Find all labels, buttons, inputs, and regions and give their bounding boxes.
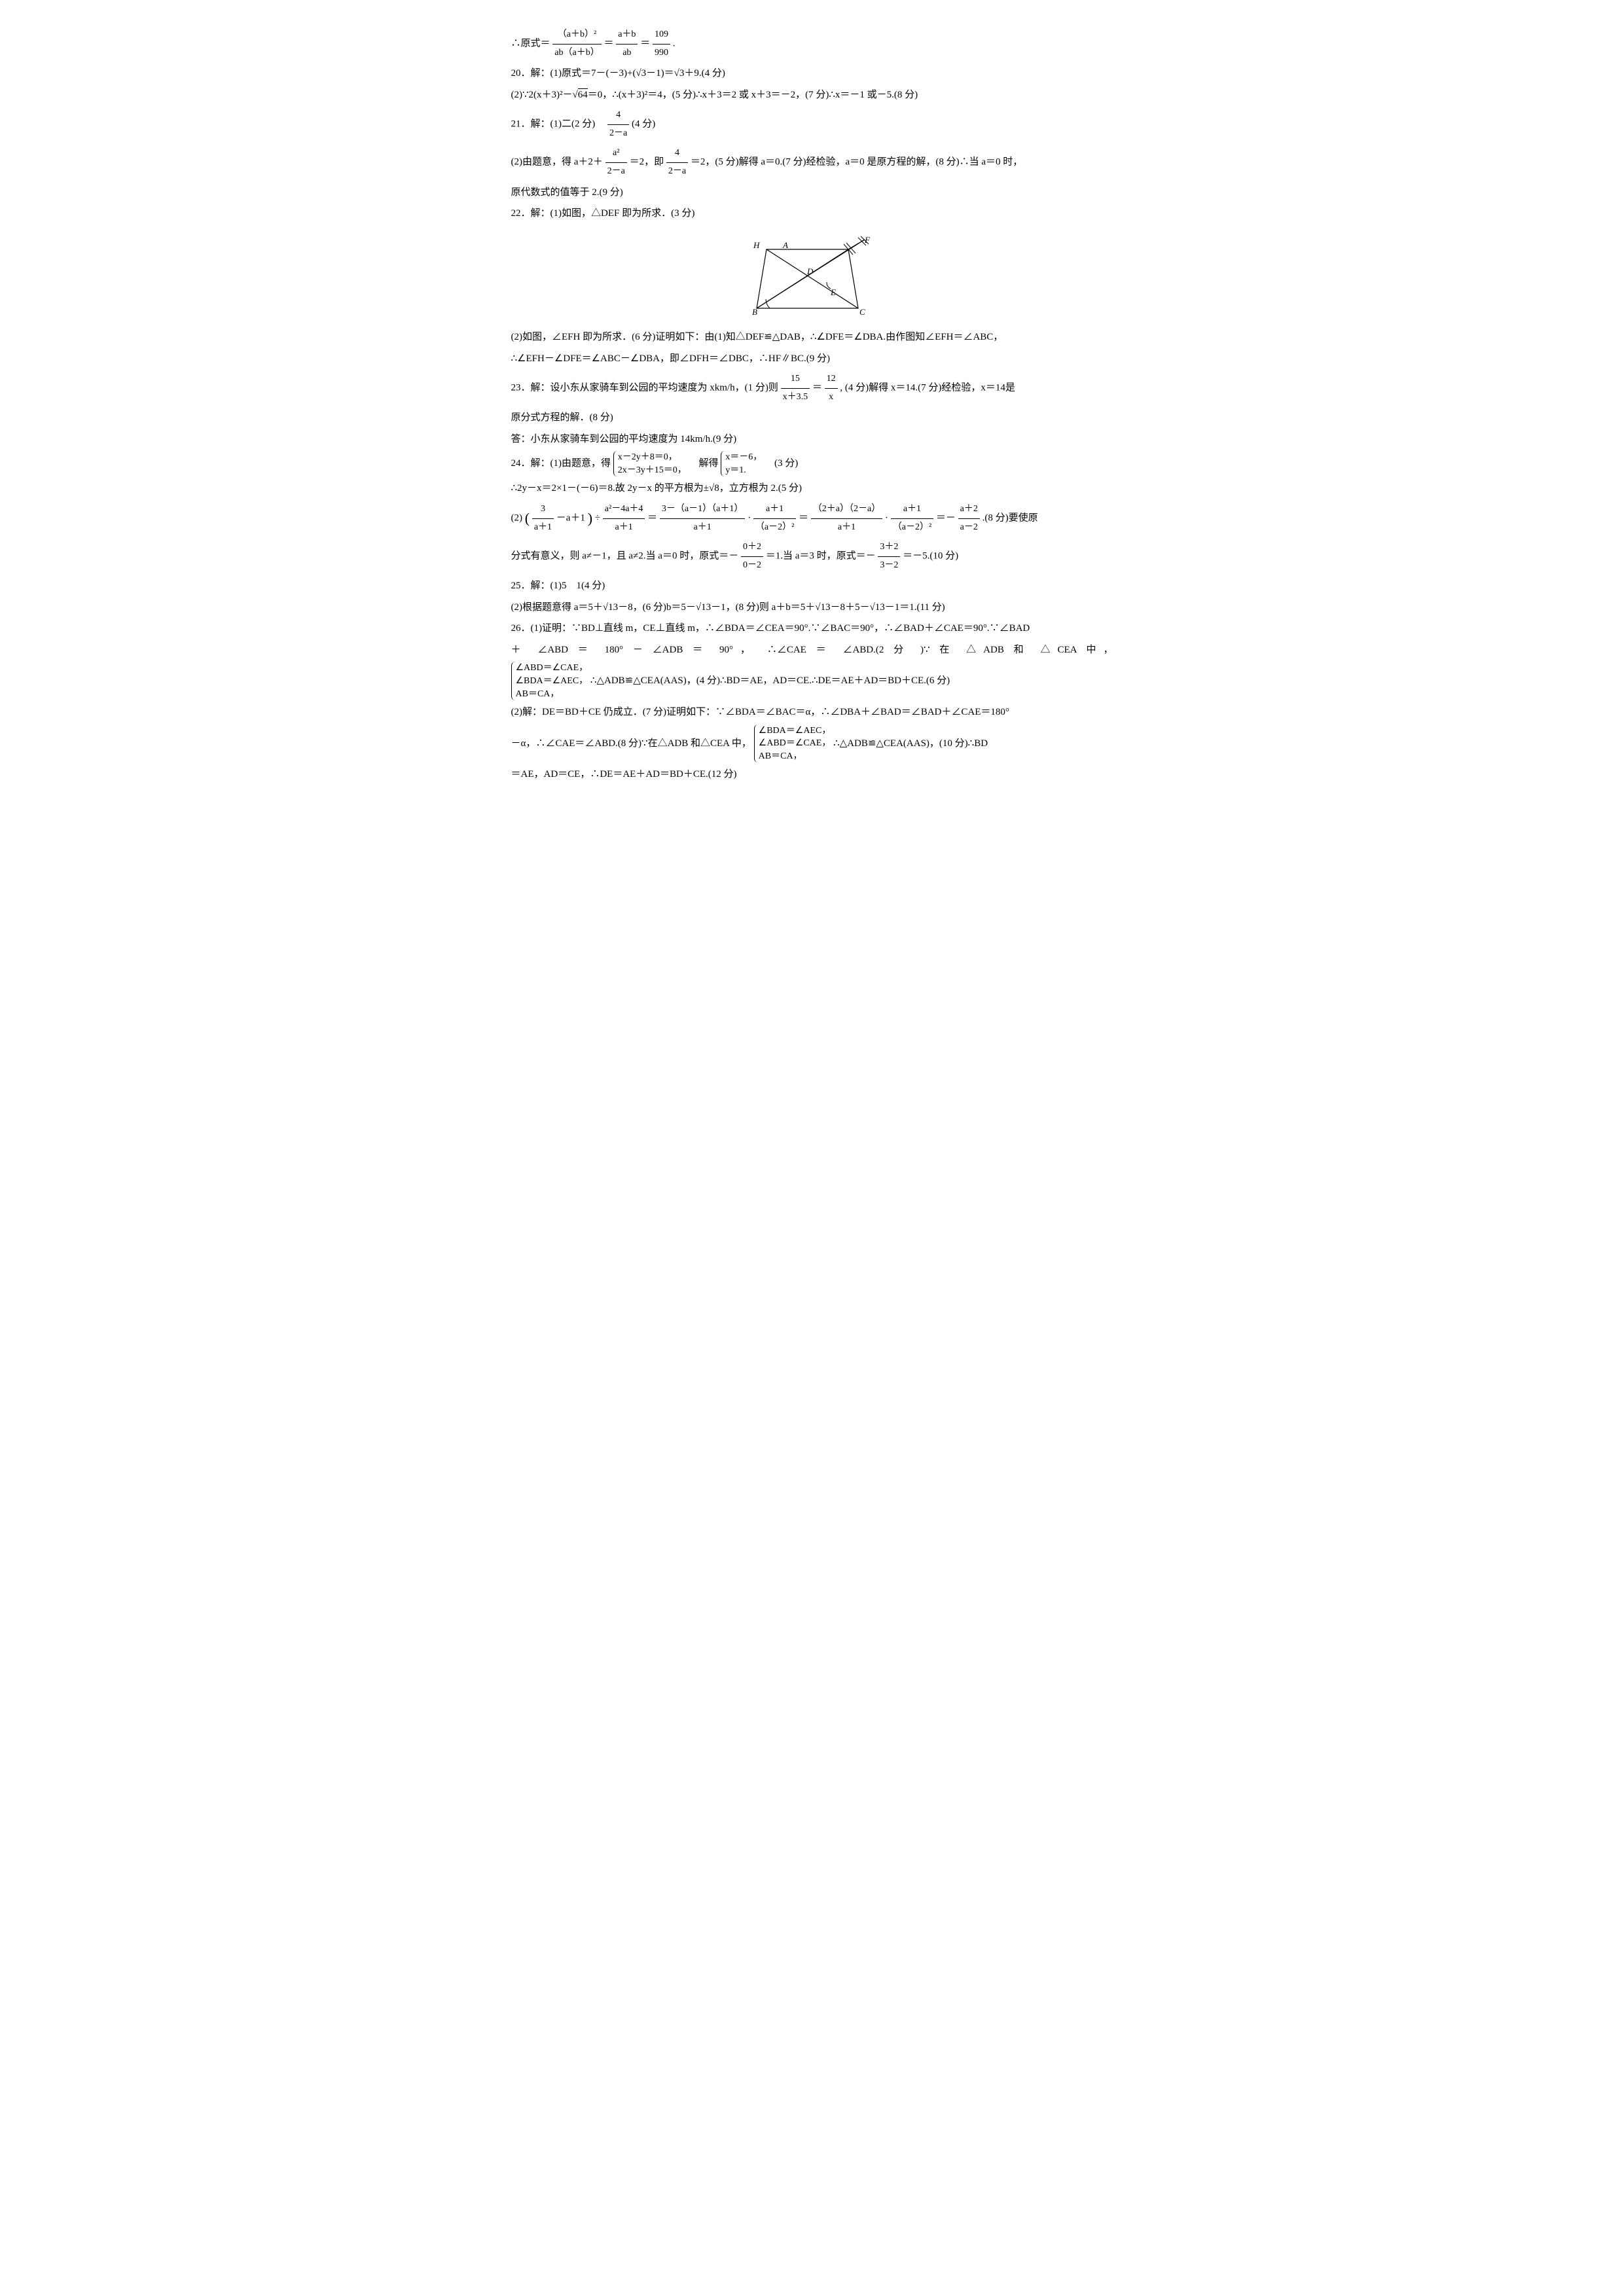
text: ∴原式＝ xyxy=(511,39,550,49)
text: ＝ xyxy=(799,512,808,523)
equation-system: x－2y＋8＝0， 2x－3y＋15＝0， xyxy=(613,451,687,476)
label-D: D xyxy=(806,266,814,276)
text: 解得 xyxy=(689,458,719,469)
solution-line: 21．解：(1)二(2 分) 4 2－a (4 分) xyxy=(511,107,1113,142)
text: －α，∴∠CAE＝∠ABD.(8 分)∵在△ADB 和△CEA 中， xyxy=(511,738,751,748)
solution-line: 24．解：(1)由题意，得 x－2y＋8＝0， 2x－3y＋15＝0， 解得 x… xyxy=(511,451,1113,476)
text: ＝ xyxy=(647,512,657,523)
text: , (4 分)解得 x＝14.(7 分)经检验，x＝14是 xyxy=(840,383,1015,393)
solution-line: ＋ ∠ABD ＝ 180° － ∠ADB ＝ 90°， ∴∠CAE ＝ ∠ABD… xyxy=(511,641,1113,660)
text: (4 分) xyxy=(632,119,655,130)
text: (2) xyxy=(511,512,523,523)
text: 23．解：设小东从家骑车到公园的平均速度为 xkm/h，(1 分)则 xyxy=(511,383,778,393)
text: ＝2，(5 分)解得 a＝0.(7 分)经检验，a＝0 是原方程的解，(8 分)… xyxy=(691,157,1022,168)
text: ÷ xyxy=(595,512,600,523)
text: .(8 分)要使原 xyxy=(983,512,1038,523)
fraction: 15 x＋3.5 xyxy=(781,370,810,406)
label-C: C xyxy=(859,307,865,315)
label-F: F xyxy=(864,235,871,245)
text: －a＋1 xyxy=(556,512,585,523)
fraction: 4 2－a xyxy=(666,145,688,180)
solution-line: (2)根据题意得 a＝5＋√13－8，(6 分)b＝5－√13－1，(8 分)则… xyxy=(511,598,1113,617)
text: ＝ xyxy=(604,39,613,49)
solution-line: 分式有意义，则 a≠－1，且 a≠2.当 a＝0 时，原式＝－ 0＋2 0－2 … xyxy=(511,539,1113,574)
solution-line: 23．解：设小东从家骑车到公园的平均速度为 xkm/h，(1 分)则 15 x＋… xyxy=(511,370,1113,406)
text: 21．解：(1)二(2 分) xyxy=(511,119,605,130)
solution-line: 原代数式的值等于 2.(9 分) xyxy=(511,183,1113,202)
bracket: ( xyxy=(525,510,530,526)
text: ＝1.当 a＝3 时，原式＝－ xyxy=(766,551,876,562)
text: ＝0，∴(x＋3)²＝4，(5 分)∴x＋3＝2 或 x＋3＝－2，(7 分)∴… xyxy=(588,90,918,100)
text: (3 分) xyxy=(765,458,798,469)
fraction: 0＋2 0－2 xyxy=(741,539,763,574)
label-E: E xyxy=(830,287,836,297)
text: ∴△ADB≌△CEA(AAS)，(10 分)∴BD xyxy=(833,738,988,748)
sqrt: 64 xyxy=(578,88,588,100)
text: ＝－5.(10 分) xyxy=(903,551,958,562)
fraction: a＋1 （a－2）² xyxy=(891,501,933,536)
fraction: 12 x xyxy=(825,370,838,406)
text: (2)∵2(x＋3)²－√ xyxy=(511,90,578,100)
text: ＝－ xyxy=(936,512,956,523)
solution-line: ＝AE，AD＝CE，∴DE＝AE＋AD＝BD＋CE.(12 分) xyxy=(511,765,1113,784)
fraction: a² 2－a xyxy=(605,145,627,180)
fraction: （a＋b）² ab（a＋b） xyxy=(552,26,601,62)
fraction: a²－4a＋4 a＋1 xyxy=(603,501,645,536)
solution-line: (2) ( 3 a＋1 －a＋1 ) ÷ a²－4a＋4 a＋1 ＝ 3－（a－… xyxy=(511,501,1113,536)
label-A: A xyxy=(782,240,788,250)
solution-line: 原分式方程的解．(8 分) xyxy=(511,408,1113,427)
label-H: H xyxy=(753,240,760,250)
solution-line: (2)由题意，得 a＋2＋ a² 2－a ＝2，即 4 2－a ＝2，(5 分)… xyxy=(511,145,1113,180)
fraction: 3 a＋1 xyxy=(532,501,554,536)
fraction: 3－（a－1）（a＋1） a＋1 xyxy=(660,501,745,536)
solution-line: ∴∠EFH－∠DFE＝∠ABC－∠DBA，即∠DFH＝∠DBC，∴HF∥BC.(… xyxy=(511,350,1113,368)
solution-line: ∴2y－x＝2×1－(－6)＝8.故 2y－x 的平方根为±√8，立方根为 2.… xyxy=(511,479,1113,498)
text: (2)由题意，得 a＋2＋ xyxy=(511,157,603,168)
solution-line: 答：小东从家骑车到公园的平均速度为 14km/h.(9 分) xyxy=(511,430,1113,449)
equation-system: ∠BDA＝∠AEC， ∠ABD＝∠CAE， AB＝CA， xyxy=(754,725,831,763)
fraction: （2＋a）（2－a） a＋1 xyxy=(811,501,882,536)
text: . xyxy=(673,39,676,49)
fraction: a＋2 a－2 xyxy=(958,501,980,536)
solution-line: (2)如图，∠EFH 即为所求．(6 分)证明如下：由(1)知△DEF≌△DAB… xyxy=(511,328,1113,347)
text: ＝ xyxy=(640,39,650,49)
equation-system: x＝－6， y＝1. xyxy=(721,451,762,476)
fraction: a＋1 （a－2）² xyxy=(753,501,796,536)
text: · xyxy=(748,512,751,523)
text: ∴△ADB≌△CEA(AAS)，(4 分)∴BD＝AE，AD＝CE.∴DE＝AE… xyxy=(590,675,950,686)
solution-line: 22．解：(1)如图，△DEF 即为所求．(3 分) xyxy=(511,204,1113,223)
solution-line: (2)∵2(x＋3)²－√64＝0，∴(x＋3)²＝4，(5 分)∴x＋3＝2 … xyxy=(511,86,1113,105)
text: · xyxy=(885,512,888,523)
solution-line: 20．解：(1)原式＝7－(－3)+(√3－1)＝√3＋9.(4 分) xyxy=(511,64,1113,83)
solution-line: ∴原式＝ （a＋b）² ab（a＋b） ＝ a＋b ab ＝ 109 990 . xyxy=(511,26,1113,62)
geometry-diagram: H A F D E B C xyxy=(511,230,1113,322)
text: ＝ xyxy=(812,383,822,393)
solution-line: (2)解：DE＝BD＋CE 仍成立．(7 分)证明如下：∵∠BDA＝∠BAC＝α… xyxy=(511,703,1113,722)
label-B: B xyxy=(752,307,757,315)
fraction: 4 2－a xyxy=(607,107,629,142)
solution-line: 25．解：(1)5 1(4 分) xyxy=(511,577,1113,596)
fraction: 3＋2 3－2 xyxy=(878,539,900,574)
bracket: ) xyxy=(588,510,592,526)
fraction: 109 990 xyxy=(653,26,670,62)
equation-system: ∠ABD＝∠CAE， ∠BDA＝∠AEC， AB＝CA， xyxy=(511,662,588,700)
text: ＝2，即 xyxy=(630,157,664,168)
fraction: a＋b ab xyxy=(616,26,638,62)
text: 24．解：(1)由题意，得 xyxy=(511,458,611,469)
text: 分式有意义，则 a≠－1，且 a≠2.当 a＝0 时，原式＝－ xyxy=(511,551,739,562)
solution-line: ∠ABD＝∠CAE， ∠BDA＝∠AEC， AB＝CA， ∴△ADB≌△CEA(… xyxy=(511,662,1113,700)
solution-line: －α，∴∠CAE＝∠ABD.(8 分)∵在△ADB 和△CEA 中， ∠BDA＝… xyxy=(511,725,1113,763)
solution-line: 26．(1)证明：∵BD⊥直线 m，CE⊥直线 m，∴∠BDA＝∠CEA＝90°… xyxy=(511,619,1113,638)
